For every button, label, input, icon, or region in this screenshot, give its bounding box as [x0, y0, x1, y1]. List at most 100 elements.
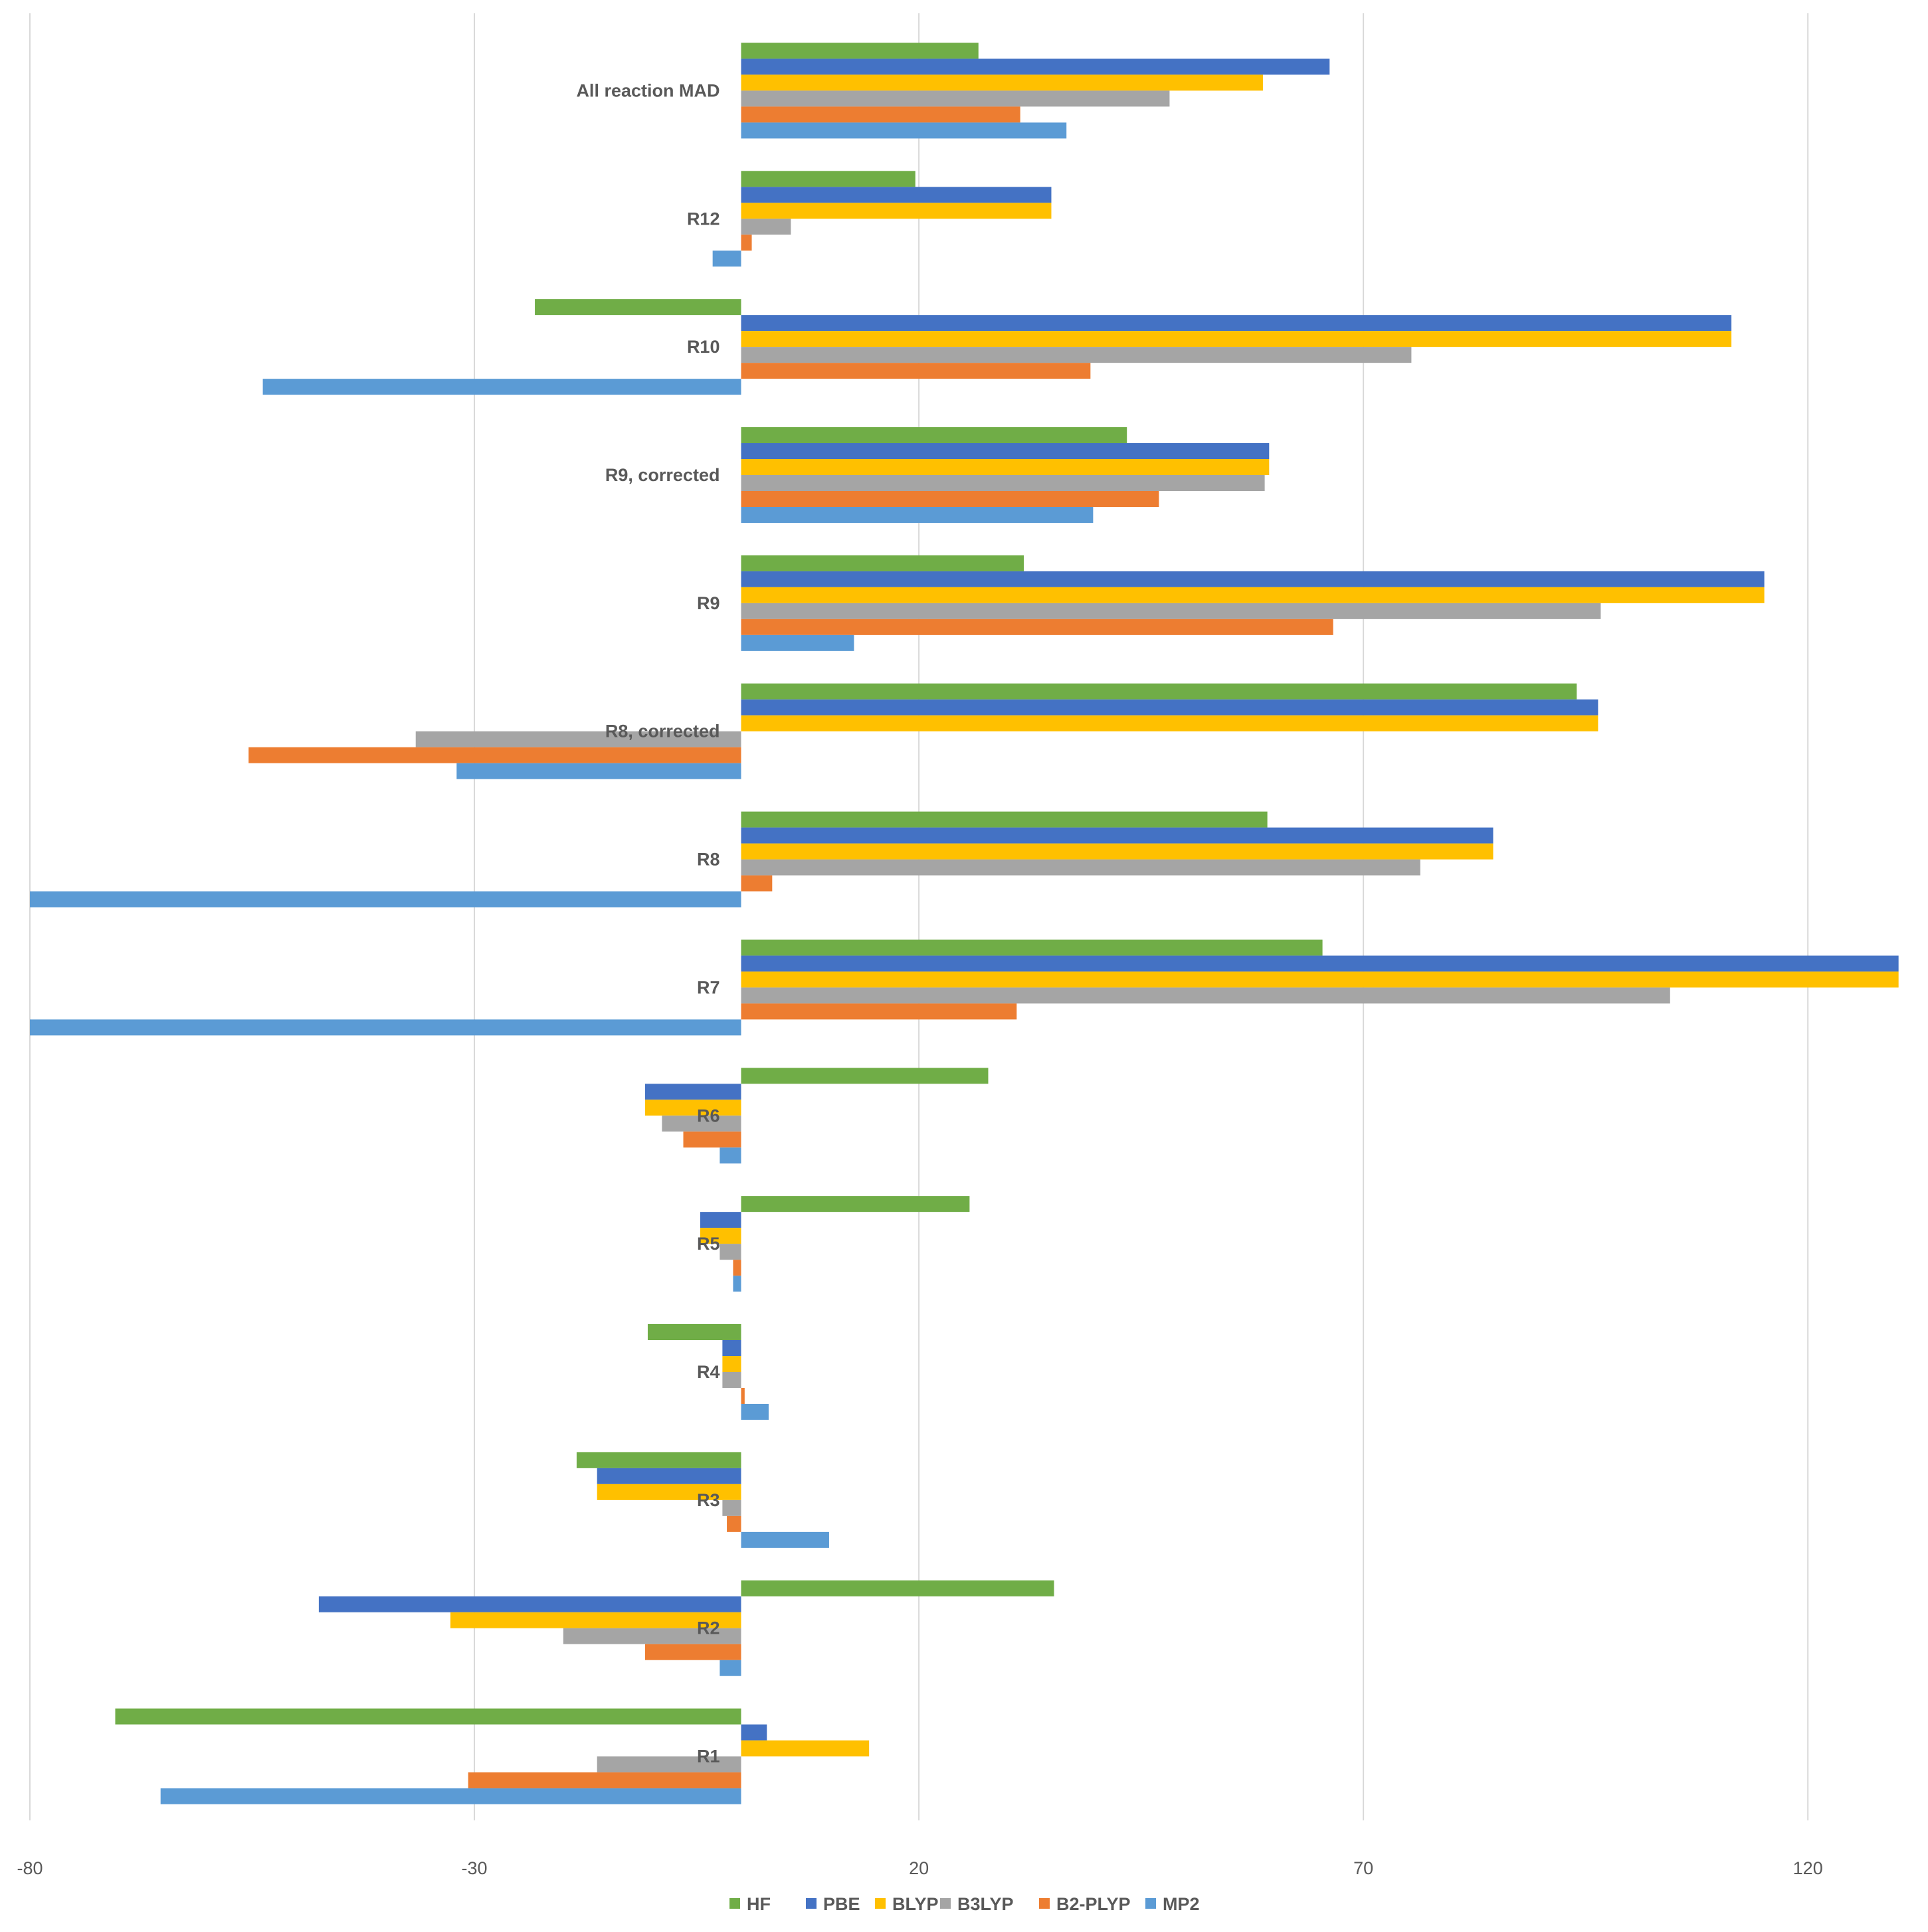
bar-mp2-r9: [741, 634, 854, 651]
x-tick-label: 70: [1353, 1858, 1373, 1878]
bar-pbe-all-reaction-mad: [741, 58, 1330, 75]
bar-blyp-r4: [722, 1356, 741, 1372]
legend-label: B3LYP: [957, 1894, 1014, 1914]
bar-blyp-r10: [741, 331, 1732, 347]
category-label: R2: [697, 1618, 720, 1638]
bar-b2-plyp-r9-corrected: [741, 491, 1159, 507]
bar-b2-plyp-r7: [741, 1003, 1017, 1020]
bar-b3lyp-r9-corrected: [741, 475, 1265, 491]
bar-mp2-all-reaction-mad: [741, 122, 1067, 139]
bar-blyp-r5: [700, 1228, 741, 1244]
bar-blyp-r9-corrected: [741, 459, 1270, 475]
bar-b3lyp-r8: [741, 859, 1420, 876]
category-label: R6: [697, 1106, 720, 1125]
bar-blyp-r8: [741, 843, 1494, 860]
bar-hf-all-reaction-mad: [741, 43, 979, 59]
legend-label: HF: [747, 1894, 771, 1914]
bar-mp2-r7: [30, 1019, 741, 1036]
bar-b3lyp-r4: [722, 1372, 741, 1388]
bar-pbe-r3: [597, 1468, 741, 1484]
legend-label: BLYP: [892, 1894, 939, 1914]
bar-pbe-r8: [741, 827, 1494, 844]
category-label: R9: [697, 593, 720, 613]
x-tick-label: 120: [1793, 1858, 1823, 1878]
category-label: All reaction MAD: [576, 80, 720, 100]
bar-b2-plyp-r10: [741, 363, 1091, 379]
bar-blyp-r6: [644, 1100, 741, 1116]
bar-pbe-r8-corrected: [741, 699, 1598, 716]
legend-label: MP2: [1163, 1894, 1200, 1914]
bar-b3lyp-r12: [741, 219, 791, 235]
legend-swatch: [940, 1898, 951, 1909]
bar-pbe-r10: [741, 315, 1732, 332]
category-label: R8: [697, 850, 720, 870]
legend-swatch: [1145, 1898, 1156, 1909]
bar-blyp-r7: [741, 971, 1899, 988]
bar-b3lyp-r9: [741, 603, 1601, 619]
bar-b2-plyp-r12: [741, 235, 752, 251]
bar-mp2-r9-corrected: [741, 507, 1094, 523]
bar-hf-r12: [741, 171, 916, 187]
category-labels: R1 R2 R3 R4 R5 R6 R7 R8 R8, corrected R9 R9, corre…: [576, 80, 720, 1766]
bar-pbe-r9: [741, 571, 1765, 587]
bar-blyp-r12: [741, 203, 1052, 219]
bar-mp2-r4: [741, 1404, 769, 1420]
bar-b3lyp-r10: [741, 347, 1412, 363]
category-label: R9, corrected: [605, 465, 720, 485]
bar-blyp-r2: [450, 1612, 741, 1628]
bar-b2-plyp-r8-corrected: [248, 747, 741, 763]
bar-hf-r4: [647, 1324, 741, 1340]
x-tick-label: -30: [462, 1858, 488, 1878]
category-label: R1: [697, 1747, 720, 1767]
bar-b2-plyp-all-reaction-mad: [741, 106, 1020, 123]
bar-blyp-r9: [741, 587, 1765, 603]
category-label: R7: [697, 977, 720, 997]
legend-label: PBE: [823, 1894, 860, 1914]
bar-b3lyp-r7: [741, 987, 1670, 1004]
legend-swatch: [875, 1898, 886, 1909]
bar-mp2-r6: [720, 1147, 741, 1164]
bar-blyp-all-reaction-mad: [741, 74, 1263, 91]
bar-mp2-r8: [30, 891, 741, 908]
bar-hf-r2: [741, 1580, 1054, 1596]
bar-pbe-r7: [741, 955, 1899, 972]
bar-b2-plyp-r2: [644, 1644, 741, 1660]
bar-hf-r1: [115, 1708, 741, 1725]
x-tick-label: -80: [17, 1858, 43, 1878]
bar-b3lyp-r3: [722, 1499, 741, 1516]
bar-pbe-r1: [741, 1724, 767, 1741]
bar-b3lyp-r5: [720, 1244, 741, 1260]
legend-swatch: [1039, 1898, 1050, 1909]
bar-hf-r6: [741, 1068, 989, 1084]
bar-mp2-r5: [733, 1276, 741, 1292]
bar-hf-r3: [576, 1452, 741, 1468]
legend: HF PBE BLYP B3LYP B2-PLYP MP2: [729, 1894, 1200, 1914]
bar-blyp-r3: [597, 1484, 741, 1500]
category-label: R3: [697, 1490, 720, 1510]
legend-swatch: [729, 1898, 740, 1909]
bar-b2-plyp-r4: [741, 1388, 745, 1404]
bar-mp2-r3: [741, 1531, 829, 1548]
bar-pbe-r2: [318, 1596, 741, 1612]
category-label: R5: [697, 1234, 720, 1254]
bar-hf-r10: [535, 299, 741, 316]
bar-mp2-r1: [160, 1788, 741, 1804]
bar-mp2-r12: [712, 250, 741, 267]
bar-mp2-r2: [720, 1660, 741, 1676]
bar-pbe-r6: [644, 1084, 741, 1100]
bar-hf-r8-corrected: [741, 683, 1577, 700]
bar-hf-r9-corrected: [741, 427, 1127, 443]
bar-b3lyp-r1: [597, 1756, 741, 1773]
bar-hf-r5: [741, 1196, 970, 1212]
x-tick-label: 20: [909, 1858, 929, 1878]
category-label: R10: [687, 337, 720, 357]
bar-hf-r7: [741, 939, 1323, 956]
x-axis-tick-labels: -80 -30 20 70 120: [17, 1858, 1822, 1878]
bar-b3lyp-all-reaction-mad: [741, 90, 1170, 107]
bar-hf-r9: [741, 555, 1024, 571]
bar-b3lyp-r2: [563, 1628, 741, 1644]
legend-label: B2-PLYP: [1056, 1894, 1131, 1914]
bar-hf-r8: [741, 811, 1268, 828]
bar-pbe-r9-corrected: [741, 443, 1270, 459]
